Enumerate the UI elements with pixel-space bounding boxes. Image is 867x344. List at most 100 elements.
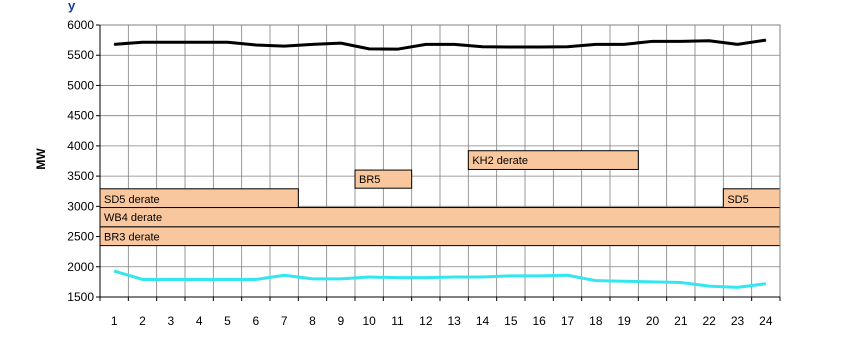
series-2-point — [397, 277, 398, 279]
x-tick-label: 23 — [731, 314, 745, 328]
series-2-point — [368, 276, 370, 278]
series-1-point — [113, 43, 115, 45]
x-tick-label: 9 — [337, 314, 344, 328]
y-tick-label: 3000 — [67, 199, 94, 213]
series-1-point — [340, 42, 342, 44]
series-2-point — [283, 274, 285, 276]
y-tick-label: 4500 — [67, 109, 94, 123]
annotation-label: WB4 derate — [104, 212, 162, 224]
x-tick-label: 22 — [702, 314, 716, 328]
series-1-point — [425, 43, 427, 45]
x-tick-label: 5 — [224, 314, 231, 328]
series-2-point — [142, 278, 143, 280]
series-1-point — [453, 43, 455, 45]
x-tick-label: 19 — [617, 314, 631, 328]
annotation-label: SD5 — [727, 194, 748, 206]
x-tick-label: 11 — [391, 314, 404, 328]
grid-lines — [100, 24, 780, 298]
series-1-point — [680, 40, 682, 42]
series-1-point — [652, 40, 653, 42]
series-line-1 — [114, 38, 767, 51]
y-tick-label: 2000 — [67, 260, 94, 274]
axes — [96, 24, 781, 301]
x-tick-label: 7 — [281, 314, 288, 328]
y-tick-label: 1500 — [67, 290, 94, 304]
series-1-point — [708, 40, 710, 42]
x-tick-label: 1 — [111, 314, 118, 328]
series-1-point — [312, 43, 313, 45]
annotation-label: KH2 derate — [472, 155, 528, 167]
x-tick-label: 24 — [759, 314, 773, 328]
series-2-point — [680, 281, 682, 283]
series-2-point — [198, 278, 200, 280]
x-tick-labels: 1 2 3 4 5 6 7 8 9 10 11 12 13 14 15 16 17 18 19 20 21 22 23 24 — [111, 314, 773, 328]
series-1-point — [538, 46, 540, 48]
series-1-point — [198, 41, 200, 43]
series-1-point — [482, 46, 483, 48]
header-fragment: y — [68, 0, 76, 13]
y-axis-label: MW — [34, 148, 48, 170]
annotation-box — [99, 226, 781, 247]
series-2-point — [312, 278, 313, 280]
x-tick-label: 8 — [309, 314, 316, 328]
y-tick-label: 6000 — [67, 18, 94, 32]
series-2-point — [113, 270, 115, 272]
series-2-point — [765, 283, 767, 285]
series-2-point — [567, 274, 568, 276]
x-tick-label: 18 — [589, 314, 603, 328]
series-2-point — [425, 277, 427, 279]
series-2-point — [538, 275, 540, 277]
y-tick-label: 5000 — [67, 78, 94, 92]
y-tick-label: 4000 — [67, 139, 94, 153]
series-2-point — [482, 276, 483, 278]
y-tick-label: 2500 — [67, 230, 94, 244]
annotation-box — [467, 150, 639, 170]
x-tick-label: 16 — [532, 314, 546, 328]
series-1-point — [567, 46, 568, 48]
x-tick-label: 2 — [139, 314, 146, 328]
series-2-point — [453, 276, 455, 278]
annotation-box — [99, 207, 781, 228]
series-1-point — [623, 43, 625, 45]
x-tick-label: 17 — [561, 314, 575, 328]
annotation-boxes: KH2 derate BR5 SD5 derate SD5 WB4 derate BR3 … — [99, 150, 781, 247]
series-lines — [113, 38, 767, 289]
series-1-point — [595, 43, 597, 45]
x-tick-label: 6 — [252, 314, 259, 328]
series-2-point — [255, 278, 257, 280]
y-tick-labels: 1500 2000 2500 3000 3500 4000 4500 5000 5500 6000 — [67, 18, 94, 304]
series-line-2 — [113, 269, 767, 289]
annotation-box — [354, 169, 413, 189]
annotation-label: BR3 derate — [104, 231, 160, 243]
series-2-point — [227, 278, 228, 280]
series-2-point — [340, 278, 342, 280]
x-tick-label: 10 — [362, 314, 376, 328]
series-1-point — [765, 39, 767, 41]
series-1-point — [510, 46, 512, 48]
series-2-point — [510, 275, 512, 277]
x-tick-label: 14 — [476, 314, 490, 328]
series-1-point — [255, 44, 257, 46]
x-tick-label: 21 — [674, 314, 688, 328]
series-2-point — [623, 280, 625, 282]
y-tick-label: 3500 — [67, 169, 94, 183]
series-1-point — [142, 41, 143, 43]
series-2-point — [737, 286, 738, 288]
series-2-point — [170, 278, 172, 280]
x-tick-label: 12 — [419, 314, 433, 328]
series-1-point — [368, 48, 370, 50]
series-1-point — [170, 41, 172, 43]
x-tick-label: 13 — [447, 314, 461, 328]
series-2-point — [708, 285, 710, 287]
series-1-point — [283, 45, 285, 47]
x-tick-label: 3 — [167, 314, 174, 328]
y-tick-label: 5500 — [67, 48, 94, 62]
series-1-point — [737, 43, 738, 45]
annotation-label: SD5 derate — [104, 194, 160, 206]
series-2-point — [652, 281, 653, 283]
x-tick-label: 20 — [646, 314, 660, 328]
annotation-label: BR5 — [359, 174, 380, 186]
x-tick-label: 15 — [504, 314, 518, 328]
